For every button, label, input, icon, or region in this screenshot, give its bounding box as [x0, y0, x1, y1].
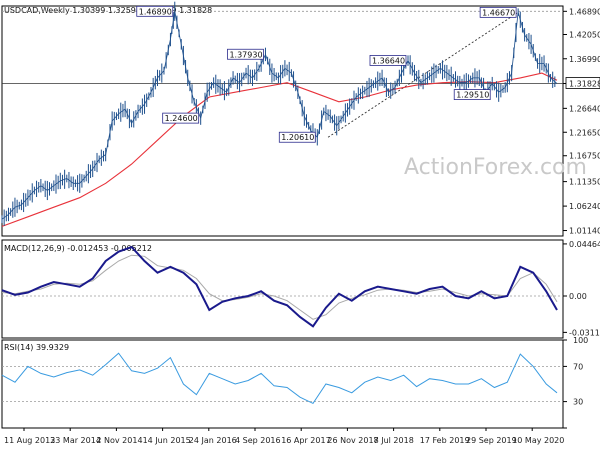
price-annotation: 1.46670 — [479, 6, 517, 18]
annotation-box — [162, 112, 200, 124]
price-y-tick-label: 1.26640 — [569, 104, 600, 113]
price-annotation: 1.24600 — [162, 112, 200, 124]
price-line — [1, 11, 558, 220]
x-tick-label: 8 Jul 2018 — [374, 436, 414, 445]
annotation-label: 1.29510 — [456, 91, 489, 100]
annotation-label: 1.24600 — [165, 114, 198, 123]
macd-signal-line — [1, 254, 558, 320]
last-price-badge — [565, 77, 600, 89]
macd-y-tick-label: -0.031183 — [569, 328, 600, 337]
x-tick-label: 23 Mar 2014 — [50, 436, 101, 445]
rsi-panel: 100 70 30 — [1, 336, 588, 429]
x-tick-label: 4 Sep 2016 — [235, 436, 281, 445]
rsi-y-tick-label: 100 — [573, 336, 588, 345]
x-tick-label: 24 Jan 2016 — [189, 436, 237, 445]
price-y-tick-label: 1.11350 — [569, 178, 600, 187]
price-y-tick-label: 1.01140 — [569, 227, 600, 236]
annotation-label: 1.46890 — [139, 7, 172, 16]
x-tick-label: 11 Aug 2013 — [4, 436, 55, 445]
panel-frames — [1, 5, 564, 429]
macd-panel-title: MACD(12,26,9) -0.012453 -0.005212 — [4, 244, 152, 253]
x-tick-label: 16 Apr 2017 — [281, 436, 330, 445]
price-annotation: 1.29510 — [453, 89, 491, 100]
annotation-label: 1.36640 — [372, 56, 405, 65]
macd-y-tick-label: 0.00 — [569, 292, 587, 301]
annotation-label: 1.20610 — [281, 133, 314, 142]
x-tick-label: 14 Jun 2015 — [143, 436, 191, 445]
rsi-y-tick-label: 70 — [573, 362, 583, 371]
price-panel: 1.46890 1.42050 1.36990 1.31828 1.26640 1.216… — [1, 1, 600, 236]
panel-frame-3 — [1, 339, 564, 429]
macd-y-tick-label: 0.044642 — [569, 240, 600, 249]
annotation-box — [479, 6, 517, 18]
annotation-label: 1.37930 — [229, 50, 262, 59]
rsi-panel-title: RSI(14) 39.9329 — [4, 343, 69, 352]
annotation-box — [227, 48, 264, 60]
panel-frame-1 — [1, 5, 564, 237]
price-y-tick-label: 1.31828 — [569, 79, 600, 88]
rsi-y-tick-label: 30 — [573, 398, 583, 407]
rsi-line — [1, 352, 558, 405]
price-annotation: 1.20610 — [278, 131, 316, 143]
x-tick-label: 2 Nov 2014 — [96, 436, 142, 445]
price-annotation: 1.36640 — [369, 55, 407, 66]
price-y-tick-label: 1.42050 — [569, 31, 600, 40]
price-annotation: 1.46890 — [136, 5, 174, 17]
macd-panel: 0.044642 0.00 -0.031183 — [1, 240, 600, 337]
x-tick-label: 10 May 2020 — [512, 436, 564, 445]
annotation-box — [369, 55, 407, 66]
price-y-tick-label: 1.06240 — [569, 202, 600, 211]
x-tick-label: 29 Sep 2019 — [466, 436, 517, 445]
price-panel-title: USDCAD,Weekly 1.30399 1.32594 1.30399 1.… — [4, 6, 212, 15]
x-tick-label: 17 Feb 2019 — [420, 436, 470, 445]
x-tick-label: 26 Nov 2017 — [327, 436, 378, 445]
annotation-label: 1.46670 — [482, 8, 515, 17]
annotation-box — [278, 131, 316, 143]
price-annotation: 1.37930 — [227, 48, 264, 60]
price-y-tick-label: 1.16750 — [569, 152, 600, 161]
price-y-tick-label: 1.21650 — [569, 128, 600, 137]
watermark: ActionForex.com — [404, 155, 587, 180]
macd-line — [1, 245, 558, 328]
price-y-tick-label: 1.36990 — [569, 55, 600, 64]
price-y-tick-label: 1.46890 — [569, 7, 600, 16]
panel-frame-2 — [1, 239, 564, 339]
annotation-box — [453, 89, 491, 100]
annotation-box — [136, 5, 174, 17]
